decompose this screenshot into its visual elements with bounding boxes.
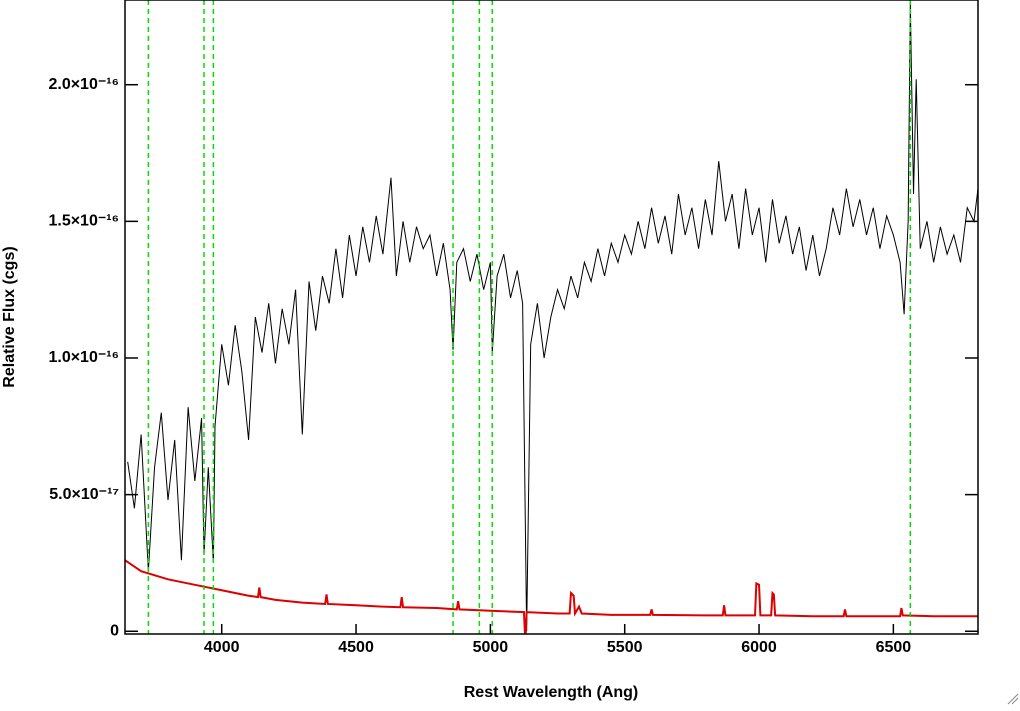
y-tick-label: 1.5×10⁻¹⁶: [48, 213, 119, 230]
y-tick-label: 5.0×10⁻¹⁷: [49, 486, 119, 503]
x-tick-label: 5500: [607, 639, 643, 656]
y-axis-label: Relative Flux (cgs): [1, 246, 18, 387]
axes-frame: [124, 0, 979, 635]
spectrum-line: [125, 559, 978, 634]
resize-handle: [1007, 693, 1019, 705]
y-tick-label: 1.0×10⁻¹⁶: [48, 349, 119, 366]
x-tick-label: 6500: [876, 639, 912, 656]
x-tick-label: 6000: [741, 639, 777, 656]
plot-area: [125, 0, 978, 634]
x-tick-label: 5000: [473, 639, 509, 656]
spectrum-line: [127, 2, 978, 632]
y-tick-label: 2.0×10⁻¹⁶: [48, 76, 119, 93]
x-tick-label: 4000: [204, 639, 240, 656]
y-tick-label: 0: [110, 622, 119, 639]
x-axis-label: Rest Wavelength (Ang): [464, 684, 639, 701]
x-tick-label: 4500: [338, 639, 374, 656]
